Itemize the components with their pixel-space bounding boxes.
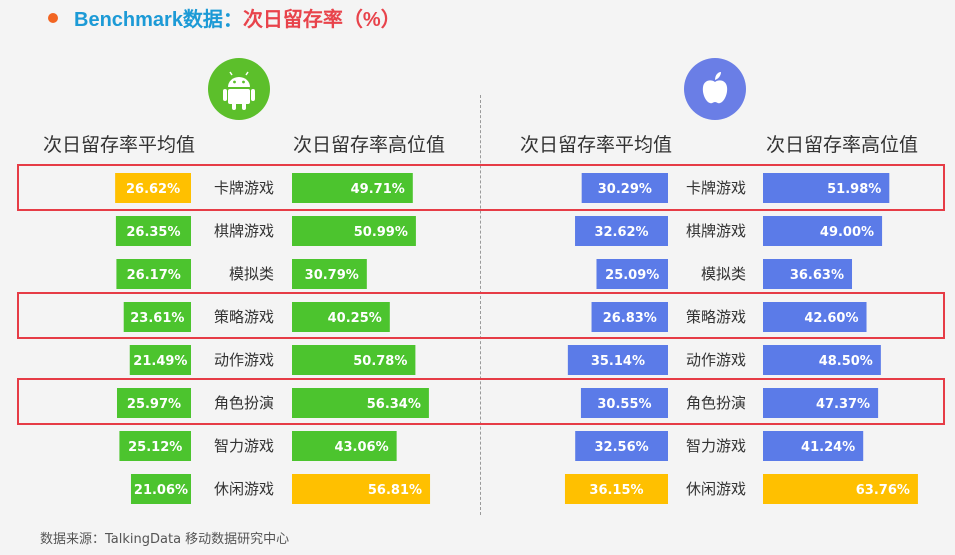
android-high-value-label: 50.78% bbox=[353, 354, 407, 369]
ios-category-label: 棋牌游戏 bbox=[686, 222, 746, 240]
highlight-box-rpg bbox=[17, 378, 945, 425]
ios-category-label: 休闲游戏 bbox=[686, 480, 746, 498]
android-avg-value-label: 21.49% bbox=[133, 354, 187, 369]
android-category-label: 动作游戏 bbox=[214, 351, 274, 369]
ios-category-label: 策略游戏 bbox=[686, 308, 746, 326]
ios-avg-value-label: 30.55% bbox=[597, 397, 651, 412]
ios-avg-bar bbox=[596, 259, 668, 289]
android-high-bar bbox=[292, 345, 416, 375]
ios-avg-bar bbox=[564, 474, 668, 504]
highlight-box-strategy bbox=[17, 292, 945, 339]
android-avg-value-label: 26.17% bbox=[127, 268, 181, 283]
title-bullet bbox=[48, 13, 58, 23]
ios-category-label: 角色扮演 bbox=[686, 394, 746, 412]
highlight-box-card bbox=[17, 164, 945, 211]
ios-high-value-label: 47.37% bbox=[816, 397, 870, 412]
ios-high-value-label: 49.00% bbox=[820, 225, 874, 240]
ios-high-value-label: 42.60% bbox=[804, 311, 858, 326]
android-avg-bar bbox=[119, 431, 191, 461]
android-high-value-label: 56.34% bbox=[367, 397, 421, 412]
title-highlight: 次日留存率（%） bbox=[242, 9, 401, 31]
ios-avg-value-label: 32.62% bbox=[594, 225, 648, 240]
android-avg-header: 次日留存率平均值 bbox=[43, 134, 196, 156]
ios-high-header: 次日留存率高位值 bbox=[766, 134, 919, 156]
android-high-value-label: 56.81% bbox=[368, 483, 422, 498]
android-avg-bar bbox=[130, 474, 191, 504]
ios-category-label: 智力游戏 bbox=[686, 437, 746, 455]
android-avg-value-label: 26.35% bbox=[126, 225, 180, 240]
android-category-label: 策略游戏 bbox=[214, 308, 274, 326]
android-high-bar bbox=[292, 431, 397, 461]
android-high-value-label: 50.99% bbox=[354, 225, 408, 240]
ios-high-value-label: 48.50% bbox=[819, 354, 873, 369]
android-high-bar bbox=[292, 388, 429, 418]
android-category-label: 角色扮演 bbox=[214, 394, 274, 412]
ios-high-value-label: 36.63% bbox=[790, 268, 844, 283]
android-high-header: 次日留存率高位值 bbox=[293, 134, 446, 156]
android-high-value-label: 49.71% bbox=[351, 182, 405, 197]
ios-high-bar bbox=[763, 474, 918, 504]
android-avg-value-label: 26.62% bbox=[126, 182, 180, 197]
ios-avg-header: 次日留存率平均值 bbox=[520, 134, 673, 156]
android-avg-bar bbox=[115, 173, 191, 203]
ios-avg-value-label: 32.56% bbox=[595, 440, 649, 455]
android-high-bar bbox=[292, 474, 431, 504]
android-avg-bar bbox=[116, 259, 191, 289]
android-avg-value-label: 21.06% bbox=[134, 483, 188, 498]
title-prefix: Benchmark数据： bbox=[74, 9, 243, 31]
android-high-bar bbox=[292, 173, 413, 203]
android-avg-bar bbox=[116, 388, 191, 418]
android-avg-value-label: 25.12% bbox=[128, 440, 182, 455]
android-category-label: 智力游戏 bbox=[214, 437, 274, 455]
android-avg-value-label: 25.97% bbox=[127, 397, 181, 412]
android-avg-bar bbox=[123, 302, 191, 332]
ios-category-label: 卡牌游戏 bbox=[686, 179, 746, 197]
ios-avg-bar bbox=[575, 431, 668, 461]
android-high-bar bbox=[292, 259, 367, 289]
ios-avg-value-label: 36.15% bbox=[589, 483, 643, 498]
ios-high-bar bbox=[763, 388, 879, 418]
ios-avg-value-label: 25.09% bbox=[605, 268, 659, 283]
android-category-label: 棋牌游戏 bbox=[214, 222, 274, 240]
ios-avg-bar bbox=[591, 302, 668, 332]
ios-high-bar bbox=[763, 216, 883, 246]
center-divider bbox=[480, 95, 481, 515]
ios-high-bar bbox=[763, 302, 867, 332]
ios-avg-value-label: 35.14% bbox=[591, 354, 645, 369]
ios-high-bar bbox=[763, 431, 864, 461]
android-high-value-label: 40.25% bbox=[328, 311, 382, 326]
ios-high-bar bbox=[763, 345, 881, 375]
ios-category-label: 动作游戏 bbox=[686, 351, 746, 369]
apple-icon bbox=[684, 58, 746, 120]
ios-high-value-label: 41.24% bbox=[801, 440, 855, 455]
android-high-value-label: 43.06% bbox=[334, 440, 388, 455]
android-high-value-label: 30.79% bbox=[305, 268, 359, 283]
page-title: Benchmark数据：次日留存率（%） bbox=[74, 3, 401, 32]
ios-high-bar bbox=[763, 173, 890, 203]
ios-avg-bar bbox=[581, 173, 668, 203]
android-category-label: 模拟类 bbox=[229, 265, 274, 283]
ios-avg-value-label: 30.29% bbox=[598, 182, 652, 197]
android-avg-value-label: 23.61% bbox=[130, 311, 184, 326]
ios-high-value-label: 51.98% bbox=[827, 182, 881, 197]
data-source: 数据来源：TalkingData 移动数据研究中心 bbox=[40, 532, 290, 547]
android-icon bbox=[208, 58, 270, 120]
ios-avg-bar bbox=[575, 216, 668, 246]
ios-avg-value-label: 26.83% bbox=[603, 311, 657, 326]
android-category-label: 休闲游戏 bbox=[214, 480, 274, 498]
ios-avg-bar bbox=[580, 388, 668, 418]
ios-avg-bar bbox=[567, 345, 668, 375]
android-avg-bar bbox=[115, 216, 191, 246]
ios-high-value-label: 63.76% bbox=[856, 483, 910, 498]
android-category-label: 卡牌游戏 bbox=[214, 179, 274, 197]
android-high-bar bbox=[292, 216, 416, 246]
android-avg-bar bbox=[129, 345, 191, 375]
ios-category-label: 模拟类 bbox=[701, 265, 746, 283]
android-high-bar bbox=[292, 302, 390, 332]
ios-high-bar bbox=[763, 259, 853, 289]
